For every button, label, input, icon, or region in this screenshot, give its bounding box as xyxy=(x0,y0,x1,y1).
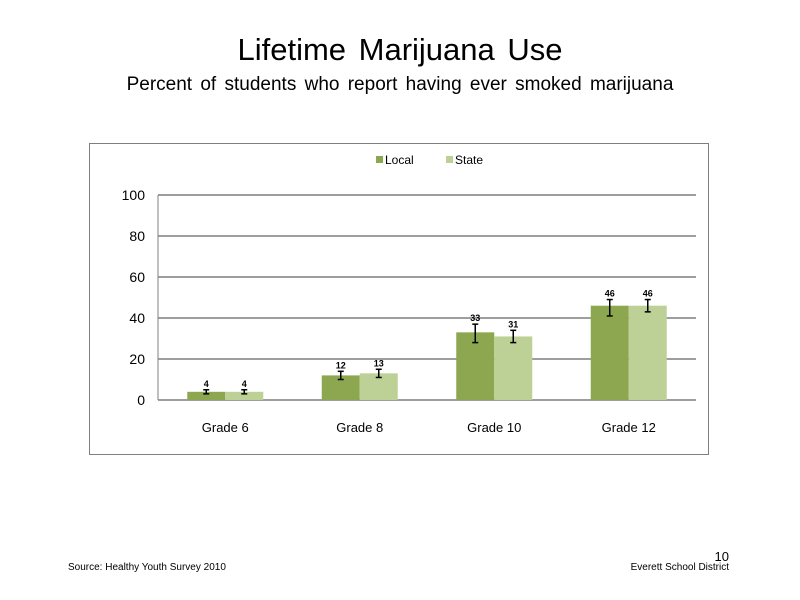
legend-label-local: Local xyxy=(385,153,414,167)
bar-state-grade-6 xyxy=(225,391,264,400)
bar-local-grade-6 xyxy=(187,391,226,400)
data-label: 46 xyxy=(605,289,615,299)
y-tick-label: 80 xyxy=(129,228,145,244)
y-tick-label: 20 xyxy=(129,351,145,367)
y-tick-label: 60 xyxy=(129,269,145,285)
legend-label-state: State xyxy=(455,153,483,167)
y-tick-label: 0 xyxy=(137,392,145,408)
data-label: 4 xyxy=(242,379,247,389)
bar-local-grade-10 xyxy=(456,332,495,400)
legend-swatch-local xyxy=(376,156,383,163)
slide-title: Lifetime Marijuana Use xyxy=(237,32,563,67)
y-tick-label: 40 xyxy=(129,310,145,326)
slide-subtitle: Percent of students who report having ev… xyxy=(126,74,674,95)
bar-state-grade-10 xyxy=(494,336,533,400)
y-tick-label: 100 xyxy=(122,187,146,203)
data-label: 31 xyxy=(508,319,518,329)
data-label: 33 xyxy=(470,313,480,323)
data-label: 4 xyxy=(204,379,209,389)
data-label: 13 xyxy=(374,358,384,368)
page-number: 10 xyxy=(714,549,729,564)
x-tick-label: Grade 6 xyxy=(202,420,249,435)
data-label: 46 xyxy=(643,289,653,299)
data-label: 12 xyxy=(336,360,346,370)
x-tick-label: Grade 10 xyxy=(467,420,521,435)
x-tick-label: Grade 12 xyxy=(602,420,656,435)
source-note: Source: Healthy Youth Survey 2010 xyxy=(68,562,226,573)
bar-state-grade-12 xyxy=(628,305,667,400)
x-tick-label: Grade 8 xyxy=(336,420,383,435)
organization-name: Everett School District xyxy=(630,562,729,573)
bar-local-grade-12 xyxy=(590,305,629,400)
legend-swatch-state xyxy=(446,156,453,163)
